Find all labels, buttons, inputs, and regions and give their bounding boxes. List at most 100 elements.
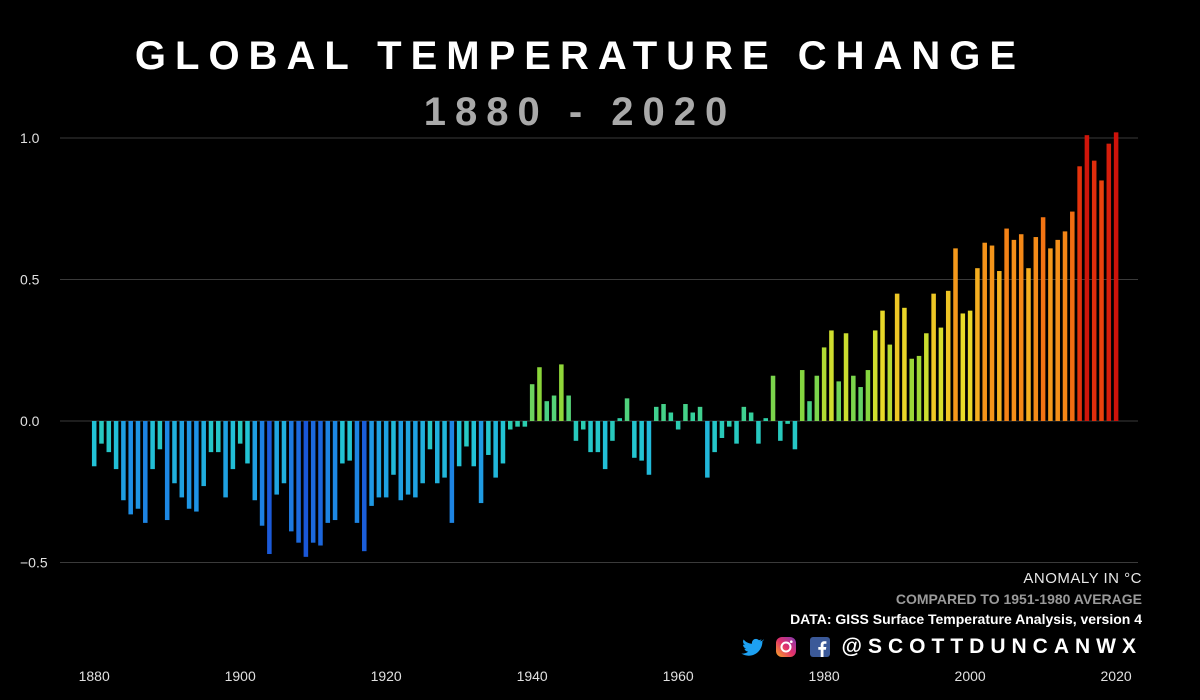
bar-1989 xyxy=(887,344,893,421)
credits-block: ANOMALY IN °C COMPARED TO 1951-1980 AVER… xyxy=(740,570,1142,659)
bar-1978 xyxy=(807,401,812,421)
social-row: @SCOTTDUNCANWX xyxy=(740,635,1142,659)
bar-1934 xyxy=(486,421,491,455)
bar-1995 xyxy=(931,293,936,421)
bar-1880 xyxy=(91,421,97,467)
bar-1883 xyxy=(113,421,119,470)
bar-2001 xyxy=(975,268,980,421)
bar-1899 xyxy=(230,421,236,470)
bar-1961 xyxy=(683,404,688,421)
bar-1981 xyxy=(829,330,834,421)
bar-1964 xyxy=(705,421,710,478)
bar-1936 xyxy=(500,421,506,464)
bar-1976 xyxy=(792,421,798,450)
bar-1891 xyxy=(172,421,177,484)
bar-2011 xyxy=(1048,248,1053,421)
bar-1974 xyxy=(778,421,783,441)
bar-1991 xyxy=(902,307,907,421)
bar-2013 xyxy=(1062,231,1068,421)
y-tick-label-0: 1.0 xyxy=(20,130,40,146)
bar-1918 xyxy=(369,421,374,506)
bar-1993 xyxy=(916,355,922,421)
baseline-label: COMPARED TO 1951-1980 AVERAGE xyxy=(895,591,1142,607)
bar-1990 xyxy=(894,293,900,421)
bar-2012 xyxy=(1055,239,1060,421)
bar-1980 xyxy=(821,347,827,421)
bar-1921 xyxy=(391,421,396,475)
bar-1952 xyxy=(617,418,623,421)
bar-1935 xyxy=(493,421,498,478)
bar-1969 xyxy=(741,406,747,421)
bar-1970 xyxy=(748,412,754,421)
bar-1944 xyxy=(559,364,564,421)
instagram-icon[interactable] xyxy=(774,635,798,659)
bar-1948 xyxy=(588,421,593,453)
bar-1996 xyxy=(938,327,944,421)
x-tick-label-1920: 1920 xyxy=(371,668,402,684)
y-tick-label-3: −0.5 xyxy=(20,555,48,571)
x-tick-label-2000: 2000 xyxy=(955,668,986,684)
y-tick-label-2: 0.0 xyxy=(20,413,40,429)
bar-1928 xyxy=(442,421,447,478)
unit-label: ANOMALY IN °C xyxy=(1023,570,1142,587)
bar-1949 xyxy=(595,421,601,453)
bar-1912 xyxy=(325,421,331,523)
bar-1955 xyxy=(639,421,644,461)
x-tick-label-2020: 2020 xyxy=(1101,668,1132,684)
bar-1983 xyxy=(843,333,849,421)
bar-1889 xyxy=(157,421,163,450)
bar-1888 xyxy=(150,421,155,470)
twitter-icon[interactable] xyxy=(740,635,765,659)
bar-2008 xyxy=(1026,268,1031,421)
bar-2002 xyxy=(982,242,987,421)
bar-1895 xyxy=(201,421,206,487)
bar-2006 xyxy=(1011,239,1017,421)
bar-1892 xyxy=(179,421,185,498)
bar-1887 xyxy=(143,421,148,523)
bar-1894 xyxy=(194,421,199,512)
bar-1890 xyxy=(164,421,170,521)
bar-1930 xyxy=(456,421,462,467)
bar-1939 xyxy=(522,421,528,427)
bar-1942 xyxy=(544,401,550,421)
bar-1945 xyxy=(566,395,571,421)
bar-2015 xyxy=(1077,166,1082,421)
bar-2007 xyxy=(1018,234,1024,421)
bar-1968 xyxy=(734,421,739,444)
bar-1956 xyxy=(646,421,652,475)
bar-1902 xyxy=(252,421,258,501)
bar-1922 xyxy=(398,421,404,501)
bar-1959 xyxy=(668,412,674,421)
bar-1938 xyxy=(515,421,520,427)
bar-1926 xyxy=(427,421,433,450)
bar-1994 xyxy=(924,333,929,421)
bar-1881 xyxy=(99,421,104,444)
bar-1979 xyxy=(814,375,820,421)
x-tick-label-1880: 1880 xyxy=(79,668,110,684)
bar-1907 xyxy=(289,421,294,532)
bar-1967 xyxy=(726,421,732,427)
social-handle[interactable]: @SCOTTDUNCANWX xyxy=(841,635,1142,658)
facebook-icon[interactable] xyxy=(808,635,832,659)
bar-1898 xyxy=(223,421,228,498)
bar-1971 xyxy=(756,421,761,444)
bar-1923 xyxy=(405,421,411,495)
bar-1920 xyxy=(383,421,389,498)
bar-2009 xyxy=(1033,237,1039,421)
bar-1919 xyxy=(376,421,382,498)
bar-1946 xyxy=(573,421,579,441)
bar-1997 xyxy=(945,290,951,421)
x-tick-label-1980: 1980 xyxy=(809,668,840,684)
source-label: DATA: GISS Surface Temperature Analysis,… xyxy=(790,611,1142,627)
bar-1999 xyxy=(960,313,966,421)
bar-1911 xyxy=(318,421,323,546)
bar-1906 xyxy=(281,421,287,484)
bar-1897 xyxy=(216,421,221,453)
bar-1972 xyxy=(763,418,768,421)
bar-1917 xyxy=(362,421,367,552)
bar-2019 xyxy=(1106,143,1112,421)
bar-1947 xyxy=(580,421,586,430)
bar-1962 xyxy=(690,412,696,421)
